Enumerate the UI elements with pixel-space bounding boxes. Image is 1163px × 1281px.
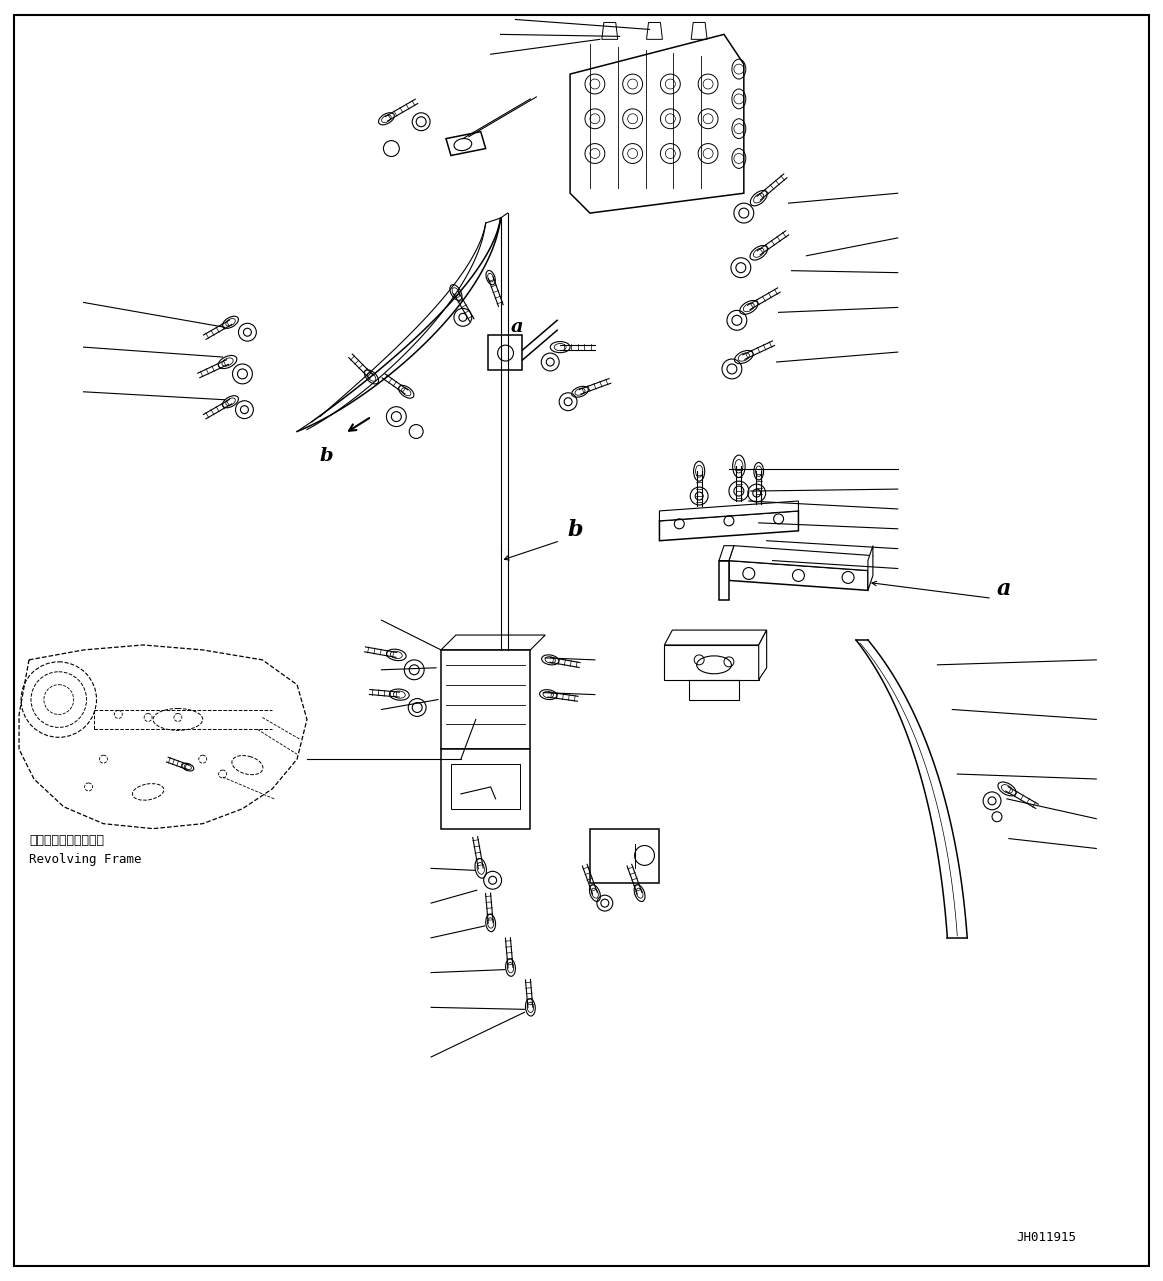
- Polygon shape: [487, 336, 522, 370]
- Polygon shape: [719, 546, 734, 561]
- Text: レボルビングフレーム: レボルビングフレーム: [29, 834, 104, 847]
- Polygon shape: [441, 635, 545, 649]
- Polygon shape: [659, 501, 799, 521]
- Polygon shape: [664, 644, 758, 680]
- Text: b: b: [320, 447, 334, 465]
- Text: Revolving Frame: Revolving Frame: [29, 853, 142, 866]
- Polygon shape: [729, 546, 873, 570]
- Polygon shape: [719, 561, 729, 601]
- Text: a: a: [511, 318, 523, 336]
- Polygon shape: [441, 749, 530, 829]
- Polygon shape: [659, 511, 799, 541]
- Polygon shape: [441, 649, 530, 749]
- Polygon shape: [729, 561, 868, 591]
- Polygon shape: [868, 546, 873, 591]
- Polygon shape: [758, 630, 766, 680]
- Text: b: b: [568, 519, 583, 541]
- Polygon shape: [590, 829, 659, 883]
- Text: a: a: [997, 578, 1012, 601]
- Text: JH011915: JH011915: [1016, 1231, 1077, 1244]
- Polygon shape: [664, 630, 766, 644]
